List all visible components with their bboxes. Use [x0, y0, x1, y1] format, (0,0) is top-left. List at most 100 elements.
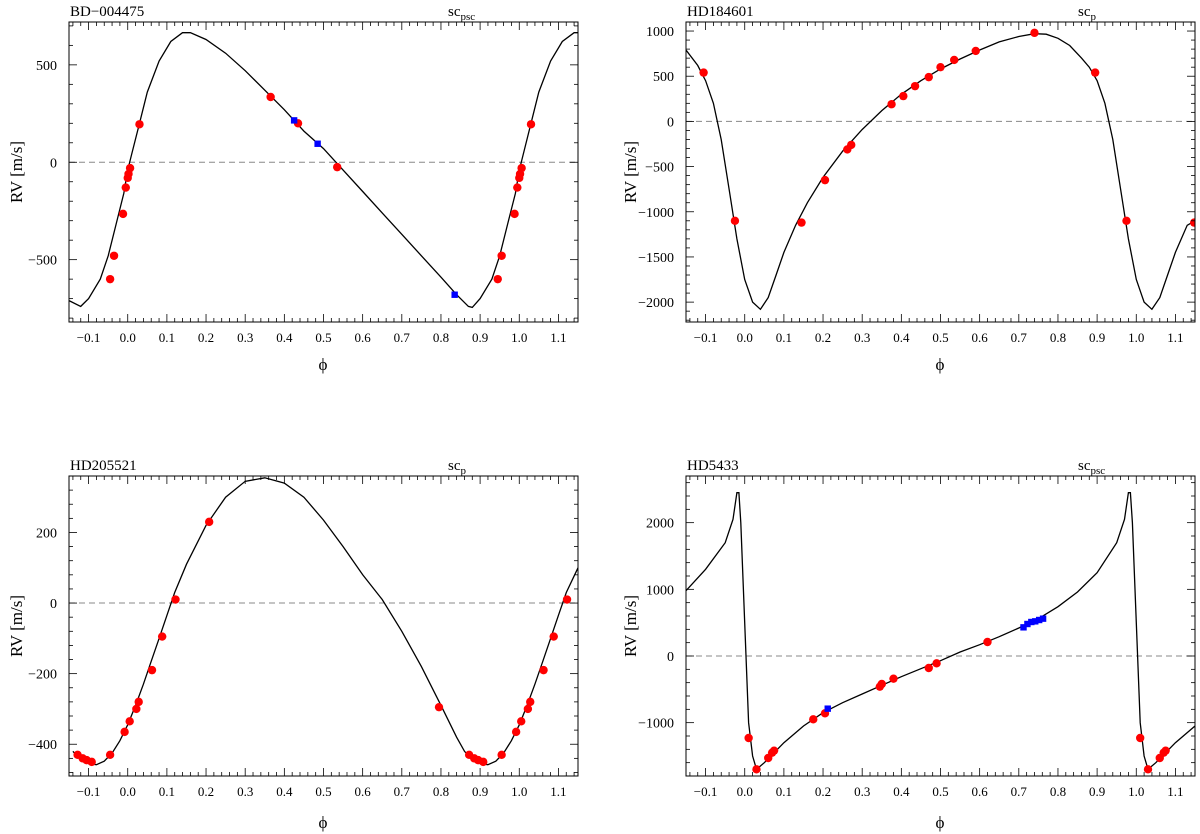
panel-bd-004475: BD−004475 scpsc ϕ RV [m/s] −0.1 0.0 0.1 0.2…: [7, 4, 579, 374]
red-data-point: [983, 637, 992, 647]
x-tick-label: 0.4: [276, 784, 293, 799]
x-tick-label: 1.0: [1128, 330, 1144, 345]
red-data-point: [125, 163, 135, 173]
y-tick-label: −1500: [638, 251, 674, 266]
red-data-point: [510, 209, 519, 219]
red-data-point: [1122, 216, 1131, 225]
x-tick-label: 0.8: [1050, 784, 1066, 799]
red-data-point: [887, 100, 896, 109]
panel-hd184601: HD184601 scp ϕ RV [m/s] −0.1 0.0 0.1 0.2 0.3…: [621, 4, 1196, 374]
red-data-point: [847, 140, 856, 150]
x-tick-label: 0.1: [776, 330, 792, 345]
panel-subtitle: scp: [1078, 4, 1097, 23]
red-data-point: [105, 274, 115, 284]
red-data-point: [932, 659, 941, 668]
red-data-point: [147, 665, 157, 675]
x-tick-label: 0.8: [433, 330, 449, 345]
x-tick-label: 0.3: [854, 330, 870, 345]
y-tick-label: 1000: [646, 25, 674, 40]
red-data-point: [1090, 68, 1100, 77]
x-axis-label: ϕ: [936, 355, 945, 374]
x-tick-label: −0.1: [694, 330, 718, 345]
x-tick-label: 0.2: [815, 330, 831, 345]
y-tick-label: 0: [50, 156, 57, 171]
red-data-point: [204, 517, 214, 527]
y-tick-label: 200: [36, 526, 57, 541]
y-tick-label: 500: [36, 59, 57, 74]
y-tick-label: −400: [28, 738, 57, 753]
x-tick-label: 0.5: [315, 784, 331, 799]
y-tick-label: 1000: [646, 583, 674, 598]
red-data-point: [497, 750, 506, 760]
x-axis-label: ϕ: [319, 355, 328, 374]
red-data-point: [752, 765, 761, 774]
model-curve: [69, 32, 578, 309]
x-tick-label: −0.1: [694, 784, 718, 799]
red-data-point: [1143, 765, 1153, 774]
panel-subtitle: scpsc: [1078, 458, 1105, 477]
y-tick-label: 500: [653, 70, 674, 85]
red-data-point: [105, 750, 115, 760]
red-data-point: [562, 595, 572, 604]
y-tick-label: 0: [50, 597, 57, 612]
red-data-point: [971, 46, 980, 56]
red-data-point: [517, 717, 526, 726]
x-tick-label: 0.1: [776, 784, 792, 799]
red-data-point: [936, 62, 945, 72]
y-tick-label: −500: [645, 161, 674, 176]
x-tick-label: −0.1: [77, 330, 101, 345]
red-data-point: [1161, 746, 1170, 755]
x-tick-label: 1.1: [1167, 784, 1183, 799]
red-data-point: [809, 715, 818, 724]
x-tick-label: 0.5: [315, 330, 331, 345]
red-data-point: [171, 595, 180, 604]
x-tick-label: 0.3: [237, 784, 253, 799]
red-data-point: [924, 663, 933, 673]
x-tick-label: 0.0: [120, 330, 136, 345]
x-tick-label: −0.1: [77, 784, 101, 799]
panel-hd5433: HD5433 scpsc ϕ RV [m/s] −0.1 0.0 0.1 0.2 0.3…: [621, 458, 1196, 832]
x-tick-label: 0.2: [815, 784, 831, 799]
blue-data-point: [1020, 624, 1027, 631]
red-data-point: [118, 209, 128, 219]
blue-data-point: [290, 117, 298, 124]
x-tick-label: 0.7: [1011, 784, 1028, 799]
y-tick-label: 0: [667, 650, 674, 665]
x-tick-label: 1.1: [550, 784, 566, 799]
red-data-point: [120, 727, 129, 737]
red-data-point: [266, 92, 275, 102]
red-data-point: [526, 697, 535, 707]
red-data-point: [910, 81, 920, 91]
panel-title: HD5433: [687, 458, 739, 474]
x-tick-label: 0.8: [433, 784, 449, 799]
x-tick-label: 0.4: [276, 330, 293, 345]
red-data-point: [479, 757, 488, 767]
blue-data-point: [451, 291, 458, 298]
blue-data-point: [1028, 618, 1035, 626]
red-data-point: [109, 251, 119, 260]
y-axis-label: RV [m/s]: [621, 141, 640, 203]
red-data-point: [699, 68, 708, 77]
red-data-point: [744, 733, 753, 743]
x-tick-label: 0.5: [932, 784, 948, 799]
x-tick-label: 0.5: [932, 330, 948, 345]
x-tick-label: 0.8: [1050, 330, 1066, 345]
y-tick-label: −1000: [638, 206, 674, 221]
red-data-point: [730, 216, 740, 225]
x-tick-label: 0.9: [472, 784, 488, 799]
y-tick-label: −2000: [638, 296, 674, 311]
panel-hd205521: HD205521 scp ϕ RV [m/s] −0.1 0.0 0.1 0.2 0.3…: [7, 458, 579, 832]
x-tick-label: 1.0: [511, 784, 527, 799]
x-tick-label: 0.0: [120, 784, 136, 799]
y-tick-label: −200: [28, 668, 57, 683]
blue-data-point: [314, 140, 321, 147]
blue-data-point: [1024, 620, 1031, 628]
red-data-point: [950, 55, 959, 65]
model-curve: [72, 477, 578, 766]
red-data-point: [1030, 28, 1039, 38]
x-tick-label: 1.1: [550, 330, 566, 345]
x-tick-label: 0.0: [737, 784, 753, 799]
red-data-point: [333, 162, 342, 172]
red-data-point: [134, 697, 143, 707]
